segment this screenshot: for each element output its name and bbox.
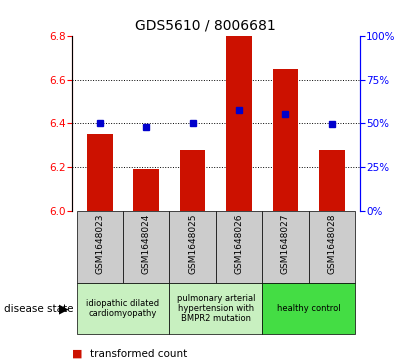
Bar [76,283,169,334]
Bar [226,36,252,211]
Text: GSM1648023: GSM1648023 [95,213,104,274]
Bar [216,211,262,283]
Bar [180,150,206,211]
Text: GSM1648024: GSM1648024 [142,213,151,274]
Bar [262,283,355,334]
Bar [169,211,216,283]
Text: transformed count: transformed count [90,349,188,359]
Text: GDS5610 / 8006681: GDS5610 / 8006681 [135,18,276,32]
Text: GSM1648026: GSM1648026 [235,213,243,274]
Text: GSM1648028: GSM1648028 [327,213,336,274]
Bar [169,283,262,334]
Bar [272,69,298,211]
Text: ▶: ▶ [59,302,69,315]
Text: GSM1648025: GSM1648025 [188,213,197,274]
Text: disease state: disease state [4,303,74,314]
Text: idiopathic dilated
cardiomyopathy: idiopathic dilated cardiomyopathy [86,299,159,318]
Bar [87,134,113,211]
Bar [309,211,355,283]
Text: healthy control: healthy control [277,304,340,313]
Bar [262,211,309,283]
Text: GSM1648027: GSM1648027 [281,213,290,274]
Bar [123,211,169,283]
Bar [134,169,159,211]
Bar [319,150,344,211]
Bar [76,211,123,283]
Text: ■: ■ [72,349,83,359]
Text: pulmonary arterial
hypertension with
BMPR2 mutation: pulmonary arterial hypertension with BMP… [177,294,255,323]
